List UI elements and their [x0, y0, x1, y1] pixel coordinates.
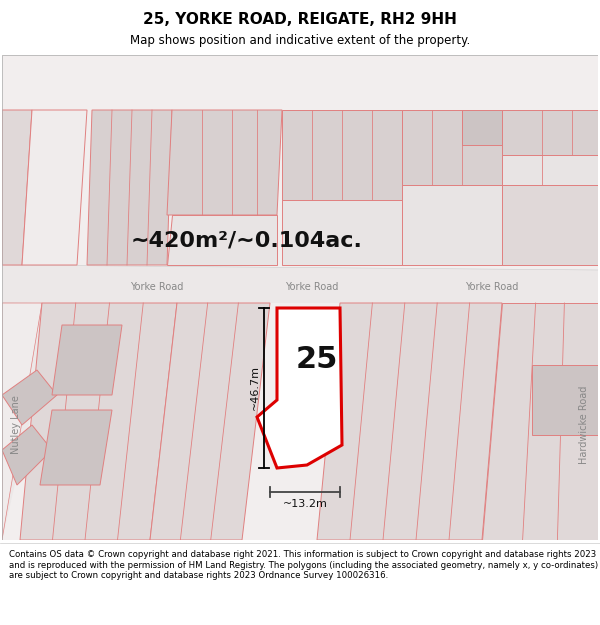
Polygon shape [2, 55, 598, 540]
Text: Map shows position and indicative extent of the property.: Map shows position and indicative extent… [130, 34, 470, 47]
Polygon shape [2, 110, 32, 265]
Polygon shape [2, 425, 52, 485]
Text: Contains OS data © Crown copyright and database right 2021. This information is : Contains OS data © Crown copyright and d… [9, 550, 598, 580]
Polygon shape [2, 303, 42, 540]
Polygon shape [402, 185, 502, 265]
Polygon shape [167, 110, 282, 215]
Polygon shape [2, 110, 87, 265]
Polygon shape [2, 265, 598, 308]
Text: Yorke Road: Yorke Road [466, 282, 518, 292]
Polygon shape [2, 370, 57, 425]
Polygon shape [462, 110, 502, 145]
Polygon shape [317, 303, 502, 540]
Polygon shape [150, 303, 270, 540]
Polygon shape [87, 110, 172, 265]
Polygon shape [402, 110, 502, 185]
Text: ~420m²/~0.104ac.: ~420m²/~0.104ac. [131, 230, 363, 250]
Polygon shape [502, 155, 598, 185]
Polygon shape [502, 185, 598, 265]
Text: Hardwicke Road: Hardwicke Road [579, 386, 589, 464]
Text: 25, YORKE ROAD, REIGATE, RH2 9HH: 25, YORKE ROAD, REIGATE, RH2 9HH [143, 12, 457, 27]
Polygon shape [52, 325, 122, 395]
Polygon shape [257, 308, 342, 468]
Polygon shape [502, 110, 598, 155]
Polygon shape [532, 365, 598, 435]
Text: Yorke Road: Yorke Road [286, 282, 338, 292]
Polygon shape [2, 303, 57, 540]
Polygon shape [282, 110, 402, 200]
Text: 25: 25 [296, 346, 338, 374]
Text: ~46.7m: ~46.7m [250, 366, 260, 411]
Text: Yorke Road: Yorke Road [130, 282, 184, 292]
Polygon shape [22, 110, 87, 265]
Polygon shape [482, 303, 598, 540]
Polygon shape [167, 215, 277, 265]
Polygon shape [20, 303, 177, 540]
Polygon shape [40, 410, 112, 485]
Polygon shape [282, 200, 402, 265]
Polygon shape [2, 303, 598, 540]
Text: ~13.2m: ~13.2m [283, 499, 328, 509]
Text: Nutley Lane: Nutley Lane [11, 396, 21, 454]
